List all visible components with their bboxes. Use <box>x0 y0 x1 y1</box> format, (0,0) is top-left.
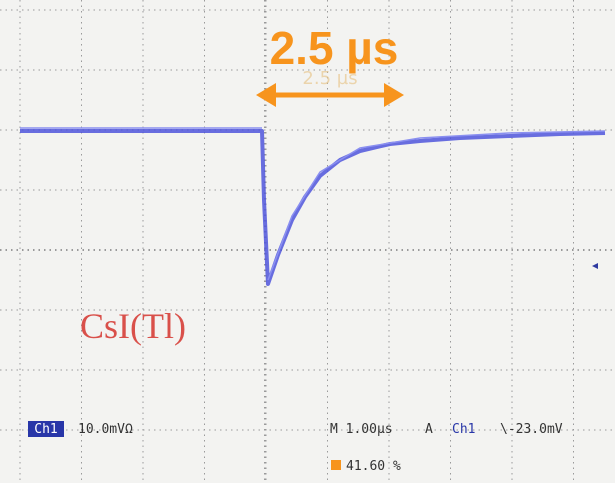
annotation: 2.5 µs <box>270 22 399 74</box>
position: 41.60 % <box>346 459 401 474</box>
scope-screenshot: 2.5 µs 2.5 µs CsI(Tl) Ch1 10.0mVΩ M 1.00… <box>0 0 615 483</box>
position-icon <box>331 460 341 470</box>
channel: Ch1 <box>34 422 57 437</box>
trigger-channel: Ch1 <box>452 422 475 437</box>
trace-label: CsI(Tl) <box>80 306 186 346</box>
scale: 10.0mVΩ <box>78 422 133 437</box>
timebase: M 1.00µs <box>330 422 393 437</box>
trigger-mode: A <box>425 422 433 437</box>
trigger-level: \-23.0mV <box>500 422 563 437</box>
